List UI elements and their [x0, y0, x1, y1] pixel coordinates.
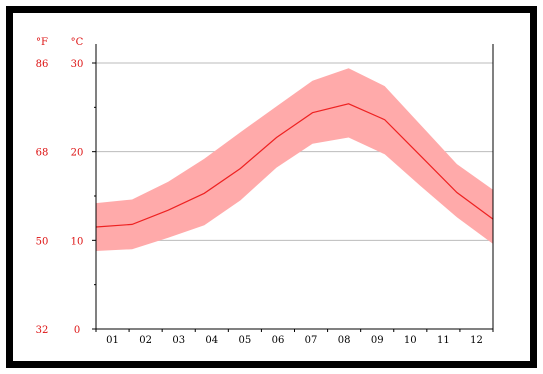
x-tick-label: 12 [470, 335, 483, 346]
y-tick-label: 0 [74, 325, 80, 336]
y2-tick-label: 68 [36, 148, 49, 159]
x-tick-label: 08 [338, 335, 351, 346]
x-tick-label: 06 [272, 335, 285, 346]
y-tick-label: 20 [71, 148, 84, 159]
y2-tick-label: 32 [36, 325, 49, 336]
y2-tick-label: 50 [36, 236, 49, 247]
y-tick-label: 30 [71, 59, 84, 70]
x-tick-label: 03 [172, 335, 185, 346]
axes-layer [92, 44, 494, 332]
x-tick-label: 04 [205, 335, 218, 346]
y-unit-label: °C [71, 37, 84, 48]
x-tick-label: 05 [239, 335, 252, 346]
x-tick-label: 01 [106, 335, 119, 346]
y-tick-label: 10 [71, 236, 84, 247]
temperature-range-band [96, 68, 493, 251]
labels-layer: °F °C 0 32 10 50 20 68 30 86 01 02 03 04 05 06 07 08 09 10 1… [36, 37, 483, 346]
x-tick-label: 10 [404, 335, 417, 346]
x-tick-label: 02 [139, 335, 152, 346]
y2-tick-label: 86 [36, 59, 49, 70]
x-tick-label: 07 [305, 335, 318, 346]
x-tick-label: 09 [371, 335, 384, 346]
x-tick-label: 11 [437, 335, 450, 346]
y2-unit-label: °F [36, 37, 48, 48]
mean-temperature-line [95, 103, 494, 228]
